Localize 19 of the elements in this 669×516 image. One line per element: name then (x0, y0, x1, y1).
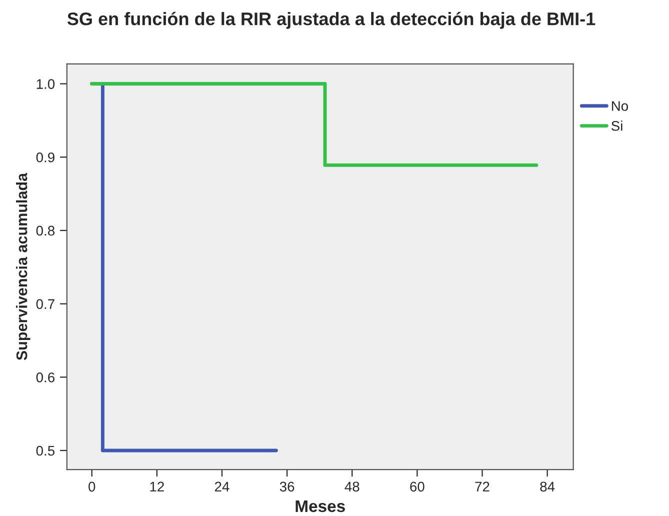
x-tick-label: 24 (214, 482, 230, 492)
x-axis-title: Meses (296, 500, 345, 512)
y-tick-label: 0.6 (36, 372, 54, 382)
x-tick-label: 60 (410, 482, 424, 492)
x-tick-label: 72 (475, 482, 490, 492)
y-tick-label: 0.8 (36, 226, 54, 236)
chart-title: SG en función de la RIR ajustada a la detección baja de BMI-1 (67, 12, 596, 29)
x-tick-label: 84 (540, 482, 555, 492)
y-tick-label: 0.7 (36, 299, 54, 309)
x-tick-label: 0 (88, 482, 96, 492)
x-tick-label: 36 (280, 482, 294, 492)
legend-label: No (612, 101, 628, 111)
y-tick-label: 0.5 (36, 446, 55, 456)
legend-label: Si (611, 120, 622, 131)
x-tick-label: 48 (344, 482, 360, 492)
y-axis-title: Supervivencia acumulada (16, 172, 30, 360)
y-tick-label: 1.0 (36, 79, 55, 89)
y-tick-label: 0.9 (36, 152, 54, 162)
x-tick-label: 12 (150, 482, 164, 492)
